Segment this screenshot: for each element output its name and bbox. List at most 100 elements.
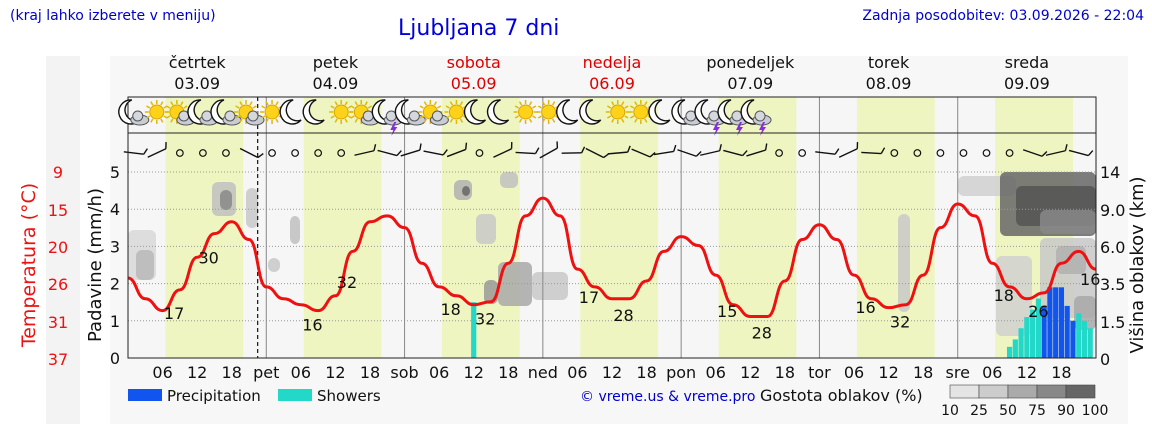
shower-bar (1087, 328, 1093, 358)
sun-ray (367, 105, 373, 109)
day-name-label: nedelja (583, 53, 642, 72)
sun-ray (634, 118, 638, 123)
wind-calm-marker (913, 149, 922, 157)
cloud-height-tick-label: 3.5 (1100, 275, 1125, 294)
wind-barb-shaft (838, 148, 858, 158)
x-tick-label: tor (808, 363, 831, 382)
lightning-bolt (736, 122, 743, 136)
thunder-icon (371, 99, 403, 136)
moon-crescent (279, 99, 302, 125)
x-tick-label: sre (946, 363, 970, 382)
sun-ray (606, 115, 612, 119)
cloud-density-patch (462, 186, 470, 196)
wind-barb (539, 141, 559, 159)
shower-bar (1030, 309, 1036, 358)
shower-bar (1035, 298, 1041, 358)
wind-barb-shaft (239, 147, 259, 159)
sun-ray (514, 105, 520, 109)
wind-barb (354, 144, 377, 156)
wind-barb (1068, 149, 1094, 157)
sun-ray (423, 118, 428, 123)
wind-calm-marker (475, 149, 484, 157)
wind-barb-feather (396, 150, 402, 157)
shower-bar (1012, 339, 1018, 358)
wind-calm-marker (222, 149, 230, 157)
wind-barb (1045, 144, 1068, 156)
wind-calm-marker (199, 149, 207, 157)
wind-barb-shaft (815, 151, 836, 155)
sun-ray (239, 101, 243, 106)
sun-ray (354, 118, 358, 123)
wind-barb (631, 148, 656, 158)
daylight-band (303, 97, 382, 358)
precip-tick-label: 4 (110, 200, 120, 219)
wind-barb-shaft (493, 148, 512, 158)
sun-ray (624, 115, 629, 119)
wind-barb-feather (510, 142, 513, 149)
sun-disc (264, 104, 280, 120)
sun-disc (610, 104, 626, 120)
wind-barb-feather (465, 142, 468, 150)
sun-ray (537, 115, 543, 119)
sun-ray (423, 101, 428, 106)
sun-ray (160, 101, 164, 106)
day-name-label: petek (313, 53, 359, 72)
day-date-label: 06.09 (589, 74, 635, 93)
last-update: Zadnja posodobitev: 03.09.2026 - 22:04 (862, 8, 1144, 24)
location-hint[interactable]: (kraj lahko izberete v meniju) (10, 8, 216, 24)
x-tick-label: 18 (1051, 363, 1071, 382)
wind-calm-marker (1005, 149, 1014, 157)
sun-ray (419, 115, 424, 119)
wind-barb-feather (719, 144, 722, 151)
wind-barb-feather (673, 144, 677, 152)
wind-barb-shaft (677, 149, 697, 157)
wind-barb (446, 142, 468, 158)
wind-barb-shaft (147, 148, 167, 158)
day-date-label: 04.09 (313, 74, 359, 93)
sun-ray (170, 118, 174, 123)
sun-ray (634, 101, 638, 106)
wind-calm-marker (982, 149, 991, 157)
sun-ray (449, 101, 454, 106)
day-date-label: 03.09 (174, 74, 220, 93)
sun-ray (330, 115, 335, 119)
precip-tick-label: 0 (110, 349, 120, 368)
day-date-label: 07.09 (727, 74, 773, 93)
sun-ray (606, 105, 612, 109)
wind-calm-marker (268, 149, 276, 157)
wind-barb-feather (1087, 150, 1094, 157)
day-name-label: četrtek (169, 53, 227, 72)
wind-barb (815, 148, 840, 155)
wind-barb (515, 147, 540, 155)
wind-barb-feather (442, 149, 448, 156)
wind-barb-shaft (585, 147, 604, 159)
x-tick-label: 06 (844, 363, 864, 382)
wind-barb-shaft (631, 148, 651, 158)
temperature-value-label: 28 (752, 324, 772, 343)
cloud-density-swatch (1036, 384, 1067, 399)
sun-ray (239, 118, 243, 123)
temp-tick-label: 9 (53, 163, 63, 182)
sun-ray (252, 105, 257, 109)
wind-barb-feather (834, 148, 840, 155)
sun-ray (541, 118, 546, 123)
wind-barb (861, 147, 886, 155)
wind-calm-marker (775, 149, 783, 157)
moon-icon (579, 99, 602, 125)
cloud-density-swatch (1007, 384, 1038, 399)
wind-barb-shaft (446, 148, 467, 158)
precipitation-bar (1070, 320, 1076, 358)
sun-ray (532, 105, 537, 109)
wind-barb-shaft (1022, 149, 1043, 157)
x-tick-label: 12 (464, 363, 484, 382)
wind-barb-feather (880, 147, 886, 154)
sun-ray (436, 105, 442, 109)
sun-ray (330, 105, 335, 109)
sun-ray (275, 101, 279, 106)
wind-calm-marker (314, 149, 323, 157)
temperature-value-label: 17 (579, 288, 599, 307)
shower-bar (1081, 320, 1088, 358)
cloud-density-patch (246, 188, 258, 228)
cloud-puff (224, 110, 236, 122)
